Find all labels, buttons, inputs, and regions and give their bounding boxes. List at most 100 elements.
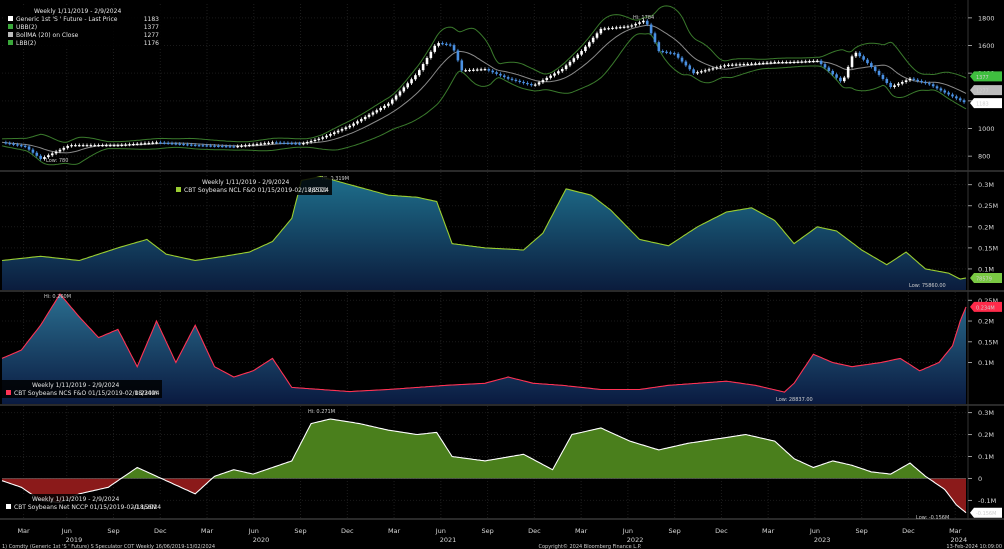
candle-body: [159, 142, 162, 144]
candle-body: [217, 145, 220, 147]
candle-body: [873, 66, 877, 71]
candle-body: [190, 144, 193, 146]
candle-body: [120, 144, 124, 147]
legend-3-title: Weekly 1/11/2019 - 2/9/2024: [32, 382, 119, 389]
area-line-3: [1, 293, 967, 393]
high-annotation-3: Hi: 0.260M: [44, 294, 71, 300]
candle-body: [151, 142, 154, 144]
candle-body: [900, 82, 904, 84]
candle-body: [275, 142, 278, 144]
candle-body: [584, 46, 587, 52]
candle-body: [502, 75, 506, 78]
candle-body: [50, 153, 54, 156]
net-legend-swatch: [6, 504, 11, 509]
candle-body: [769, 62, 773, 64]
candle-body: [719, 66, 722, 68]
price-legend-item: UBB(2): [16, 24, 37, 31]
candle-body: [839, 77, 842, 82]
candle-body: [460, 60, 464, 71]
candle-body: [263, 143, 267, 145]
candle-body: [951, 94, 954, 97]
legend-2-title: Weekly 1/11/2019 - 2/9/2024: [202, 179, 289, 186]
candle-body: [688, 65, 692, 70]
area-fill-2: [2, 176, 966, 290]
candle-body: [302, 143, 305, 145]
price-legend-swatch: [8, 32, 13, 37]
candle-body: [220, 145, 224, 148]
price-legend-swatch: [8, 16, 13, 21]
candle-body: [788, 62, 792, 64]
candle-body: [649, 24, 653, 34]
x-tick-label: Sep: [669, 527, 681, 535]
candle-body: [831, 70, 835, 75]
x-tick-label: Dec: [902, 527, 915, 535]
candle-body: [564, 65, 568, 70]
candle-body: [611, 27, 614, 29]
candle-body: [522, 81, 525, 84]
candle-body: [796, 61, 800, 63]
candle-body: [213, 145, 216, 147]
candle-body: [827, 67, 831, 71]
candle-body: [236, 146, 239, 148]
candle-body: [669, 52, 672, 54]
candle-body: [468, 69, 471, 72]
candle-body: [862, 56, 865, 60]
candle-body: [703, 70, 707, 72]
candle-body: [475, 69, 479, 71]
candle-body: [58, 149, 62, 152]
candle-body: [244, 145, 247, 147]
legend-3-box: [2, 380, 162, 398]
candle-body: [441, 43, 444, 45]
candle-body: [854, 52, 858, 57]
price-tag-3-bg: [970, 98, 1002, 109]
price-legend-value: 1377: [144, 24, 159, 31]
candle-body: [526, 82, 529, 85]
candle-body: [363, 116, 367, 120]
candle-body: [947, 92, 950, 95]
candle-body: [587, 42, 591, 47]
x-tick-label: Jun: [61, 527, 72, 535]
candle-body: [912, 78, 916, 80]
candle-body: [765, 62, 769, 64]
candle-body: [958, 98, 962, 101]
candle-body: [313, 139, 317, 142]
footer-left: 1) Comdty (Generic 1st 'S ' Future) S Sp…: [2, 544, 215, 549]
candle-body: [819, 60, 823, 65]
candle-body: [792, 61, 796, 64]
candle-body: [808, 61, 811, 63]
candle-body: [530, 84, 533, 86]
candle-body: [800, 61, 804, 63]
net-line: [1, 418, 967, 514]
candle-body: [305, 142, 309, 144]
tag-2-1: 78579: [976, 276, 992, 282]
x-tick-label: Jun: [248, 527, 259, 535]
candle-body: [599, 28, 603, 34]
x-year-label: 2020: [253, 536, 270, 544]
price-legend-swatch: [8, 40, 13, 45]
x-tick-label: Mar: [575, 527, 588, 535]
candle-body: [661, 51, 664, 53]
candle-body: [846, 66, 850, 78]
candle-body: [232, 146, 236, 148]
candle-body: [858, 52, 862, 57]
price-legend-item: Generic 1st 'S ' Future - Last Price: [16, 16, 118, 23]
y-tick-label: 0.15M: [978, 338, 998, 346]
candle-body: [676, 53, 680, 58]
candle-body: [445, 43, 448, 45]
candle-body: [881, 74, 885, 79]
candle-body: [734, 64, 738, 66]
candle-body: [483, 69, 487, 71]
x-year-label: 2024: [951, 536, 968, 544]
candle-body: [653, 33, 657, 43]
candle-body: [209, 145, 212, 147]
legend-3-item: CBT Soybeans NCS F&O 01/15/2019-02/18/20…: [14, 390, 160, 397]
candle-body: [618, 27, 622, 29]
upper-bollinger-band: [1, 5, 967, 143]
price-legend-value: 1277: [144, 32, 159, 39]
candle-body: [286, 142, 290, 145]
candle-body: [692, 69, 695, 74]
candle-body: [383, 105, 386, 109]
candle-body: [43, 157, 46, 159]
x-tick-label: Dec: [341, 527, 354, 535]
